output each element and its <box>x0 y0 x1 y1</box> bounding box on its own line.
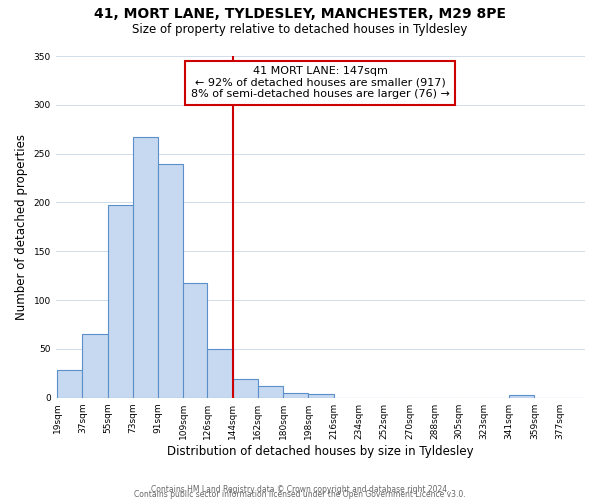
Bar <box>158 164 184 398</box>
Text: Contains public sector information licensed under the Open Government Licence v3: Contains public sector information licen… <box>134 490 466 499</box>
Y-axis label: Number of detached properties: Number of detached properties <box>15 134 28 320</box>
Bar <box>509 395 535 398</box>
X-axis label: Distribution of detached houses by size in Tyldesley: Distribution of detached houses by size … <box>167 444 473 458</box>
Bar <box>258 386 283 398</box>
Bar <box>184 282 208 398</box>
Text: Contains HM Land Registry data © Crown copyright and database right 2024.: Contains HM Land Registry data © Crown c… <box>151 484 449 494</box>
Bar <box>133 137 158 398</box>
Bar <box>208 349 233 398</box>
Text: 41, MORT LANE, TYLDESLEY, MANCHESTER, M29 8PE: 41, MORT LANE, TYLDESLEY, MANCHESTER, M2… <box>94 8 506 22</box>
Bar <box>308 394 334 398</box>
Bar <box>82 334 107 398</box>
Text: Size of property relative to detached houses in Tyldesley: Size of property relative to detached ho… <box>133 22 467 36</box>
Bar <box>57 370 82 398</box>
Bar <box>233 379 258 398</box>
Bar <box>107 206 133 398</box>
Bar <box>283 393 308 398</box>
Text: 41 MORT LANE: 147sqm
← 92% of detached houses are smaller (917)
8% of semi-detac: 41 MORT LANE: 147sqm ← 92% of detached h… <box>191 66 450 100</box>
